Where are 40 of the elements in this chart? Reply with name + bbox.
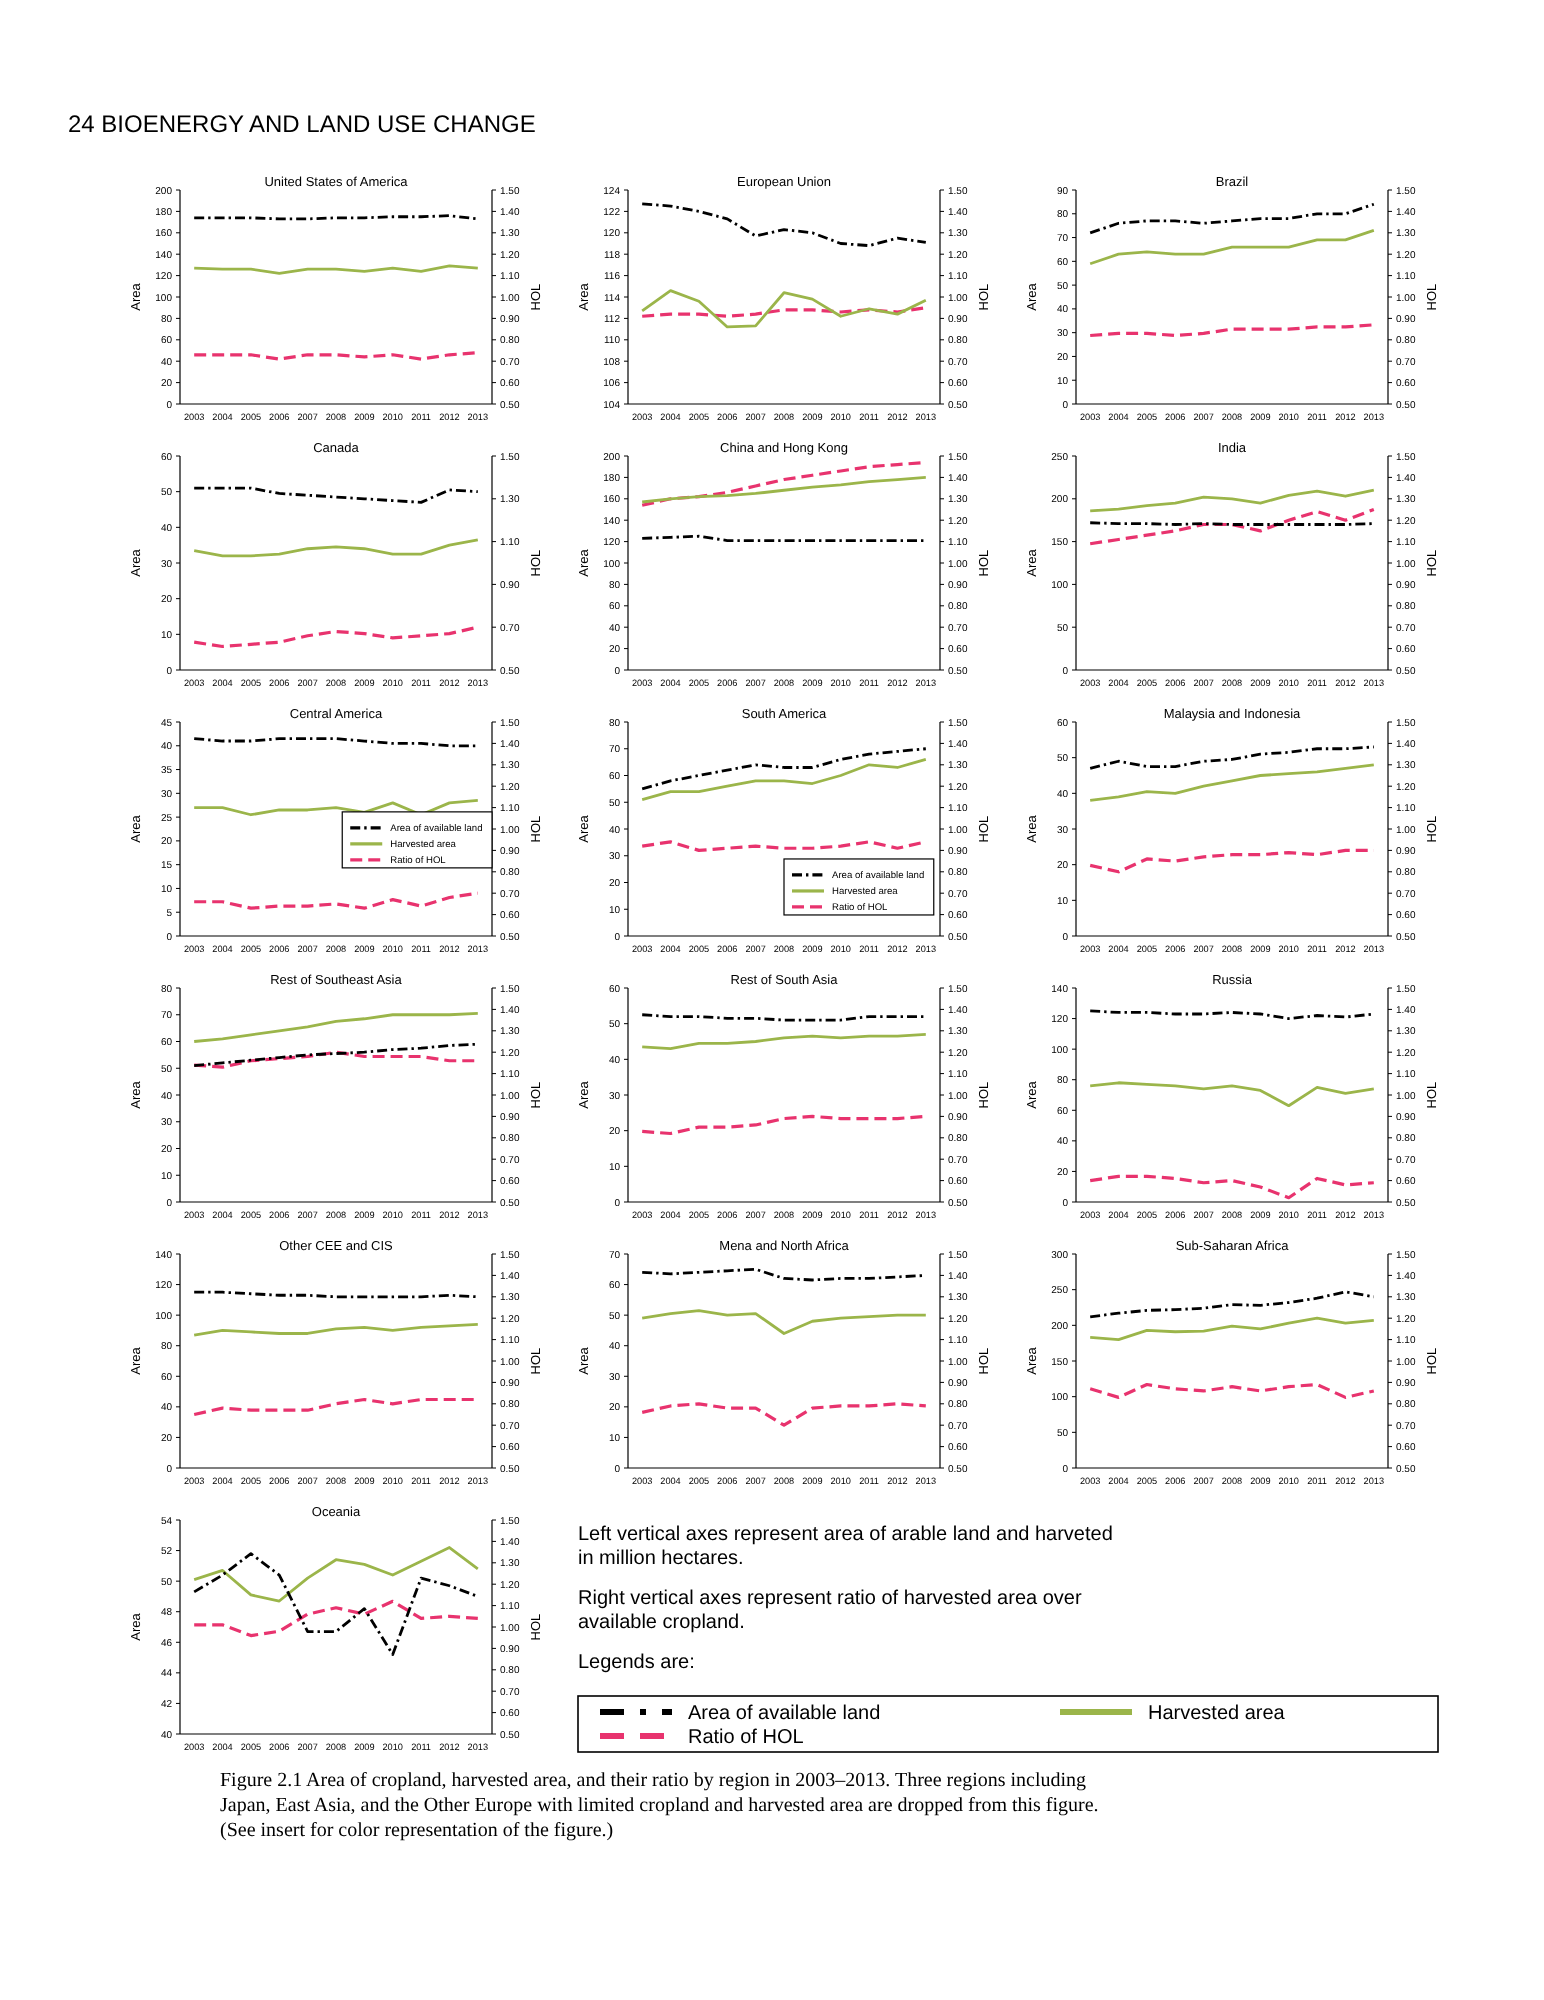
line-series <box>1088 1081 1376 1108</box>
line-series <box>640 1032 928 1051</box>
line-series <box>1088 507 1376 546</box>
legend-label: Area of available land <box>688 1703 881 1725</box>
line-series <box>640 289 928 329</box>
line-series <box>192 1546 480 1603</box>
line-series <box>1088 202 1376 235</box>
line-series <box>1088 1382 1376 1399</box>
line-series <box>192 799 480 817</box>
line-series <box>640 1114 928 1136</box>
caption: Figure 2.1 Area of cropland, harvested area, and their ratio by region in 2003–2013. Three regions including Japan, East Asia, and the Other Europe with limited cropland and harvested area are dropped from this figure. (See insert for color representation of the figure.) <box>220 1770 1099 1842</box>
line-series <box>640 1402 928 1427</box>
text: Left vertical axes represent area of arable land and harveted in million hectares. <box>578 1524 1113 1570</box>
line-series <box>192 1012 480 1043</box>
line-series <box>1088 1290 1376 1319</box>
line-series <box>192 1599 480 1638</box>
line-series <box>640 747 928 791</box>
line-series <box>192 1042 480 1067</box>
line-series <box>640 202 928 248</box>
text: 24 BIOENERGY AND LAND USE CHANGE <box>68 110 536 138</box>
line-series <box>192 486 480 504</box>
legend-label: Harvested area <box>1148 1703 1286 1725</box>
line-series <box>1088 1316 1376 1341</box>
legend-label: Ratio of HOL <box>688 1727 805 1749</box>
text: Legends are: <box>578 1652 695 1674</box>
line-series <box>192 891 480 910</box>
line-series <box>1088 488 1376 513</box>
line-series <box>640 1309 928 1335</box>
text: Right vertical axes represent ratio of harvested area over available cropland. <box>578 1588 1083 1634</box>
line-series <box>640 476 928 504</box>
line-series <box>192 625 480 649</box>
line-series <box>192 1552 480 1656</box>
line-series <box>640 758 928 801</box>
line-series <box>192 538 480 558</box>
line-series <box>192 1050 480 1069</box>
line-series <box>1088 229 1376 266</box>
line-series <box>1088 1174 1376 1200</box>
line-series <box>1088 745 1376 770</box>
line-series <box>1088 763 1376 802</box>
line-series <box>192 1397 480 1417</box>
